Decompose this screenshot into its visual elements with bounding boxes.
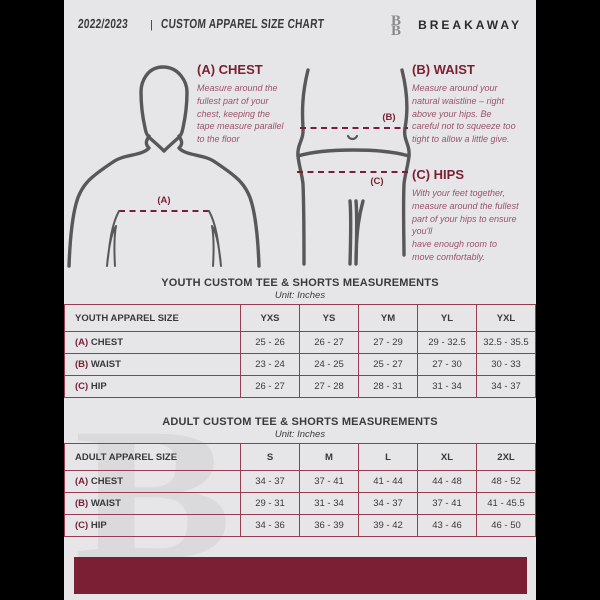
svg-text:B: B — [391, 23, 401, 38]
svg-text:(A): (A) — [157, 195, 170, 206]
svg-text:(B): (B) — [382, 112, 395, 123]
svg-text:(C): (C) — [370, 176, 383, 187]
